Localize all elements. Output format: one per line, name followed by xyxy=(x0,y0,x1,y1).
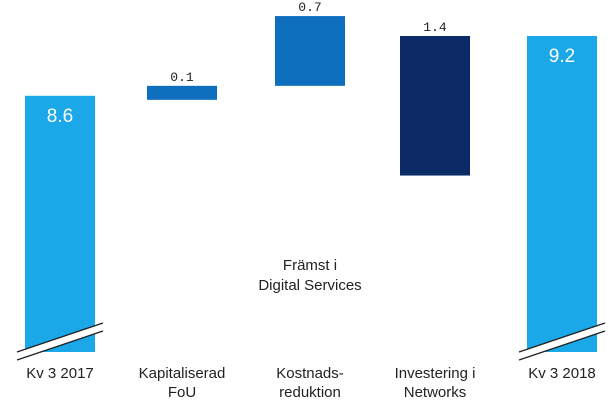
category-label-1: Kv 3 2017 xyxy=(26,365,94,382)
bar-4 xyxy=(400,36,470,176)
value-label-3: 0.7 xyxy=(298,0,321,15)
category-label-3: Kostnads-reduktion xyxy=(276,365,344,401)
labels-layer: 8.6 Kv 3 2017 0.1 Kapitaliserad FoU 0.7 Kostna… xyxy=(26,0,596,401)
category-label-2: Kapitaliserad FoU xyxy=(139,365,226,401)
annotation-1: Främst i Digital Services xyxy=(258,257,361,294)
value-label-2: 0.1 xyxy=(170,70,194,85)
value-label-5: 9.2 xyxy=(549,46,575,67)
value-label-4: 1.4 xyxy=(423,20,447,35)
category-label-4: Investering i Networks xyxy=(395,365,476,401)
axis-break-1 xyxy=(16,322,104,361)
value-label-1: 8.6 xyxy=(47,106,73,127)
axis-break-5 xyxy=(518,322,606,361)
bar-1 xyxy=(25,95,95,352)
bar-3 xyxy=(275,16,345,86)
bar-5 xyxy=(527,36,597,352)
bars-layer xyxy=(16,16,606,361)
category-label-5: Kv 3 2018 xyxy=(528,365,596,382)
bar-2 xyxy=(147,85,217,100)
